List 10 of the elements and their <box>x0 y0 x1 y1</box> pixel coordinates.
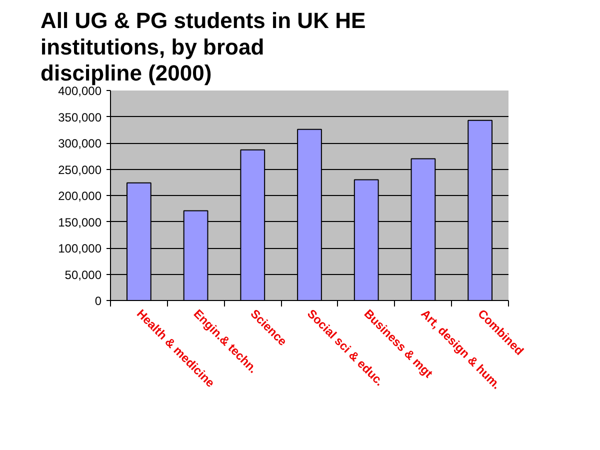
y-tick-label: 0 <box>94 294 102 308</box>
y-tick-label: 200,000 <box>58 189 102 203</box>
y-tick-label: 300,000 <box>58 136 102 150</box>
y-tick-label: 50,000 <box>64 268 102 282</box>
y-tick-label: 100,000 <box>58 242 102 256</box>
y-tick-label: 250,000 <box>58 162 102 177</box>
chart-title: All UG & PG students in UK HE institutions, by broad discipline (2000) <box>40 8 366 86</box>
y-tick-label: 350,000 <box>58 110 102 124</box>
y-tick-label: 150,000 <box>58 215 102 230</box>
y-tick-label: 400,000 <box>58 84 102 98</box>
